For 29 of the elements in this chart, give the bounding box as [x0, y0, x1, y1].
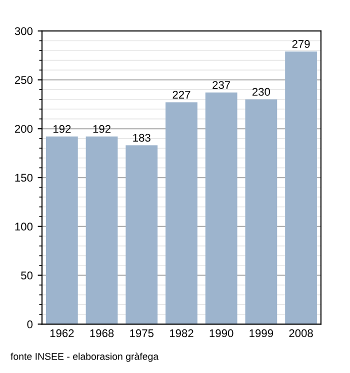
data-label: 230	[252, 88, 270, 96]
y-tick-label: 0	[27, 320, 33, 328]
y-tick-label: 100	[15, 222, 33, 231]
y-tick-label: 50	[21, 272, 33, 280]
bar	[285, 51, 317, 324]
x-tick-label: 1982	[170, 329, 194, 338]
bar	[86, 136, 118, 324]
bar	[46, 136, 78, 324]
x-tick-label: 1990	[210, 329, 234, 338]
data-label: 183	[133, 134, 150, 142]
y-tick-label: 250	[14, 76, 33, 84]
y-tick-label: 300	[14, 27, 33, 36]
x-tick-label: 1968	[90, 329, 114, 338]
bar	[166, 102, 198, 324]
data-label: 227	[172, 90, 190, 99]
data-label: 237	[212, 81, 230, 89]
x-tick-label: 1962	[50, 329, 74, 338]
y-tick-label: 200	[14, 124, 33, 133]
data-label: 279	[292, 40, 310, 48]
source-note: fonte INSEE - elaborasion gràfega	[10, 352, 159, 362]
x-tick-label: 2008	[289, 329, 313, 338]
x-tick-label: 1999	[250, 329, 274, 338]
bar	[126, 145, 158, 324]
y-tick-label: 150	[15, 174, 33, 182]
data-label: 192	[54, 125, 71, 133]
x-tick-label: 1975	[130, 329, 154, 338]
bar	[245, 99, 278, 324]
data-label: 192	[93, 125, 110, 133]
bar	[205, 92, 238, 324]
